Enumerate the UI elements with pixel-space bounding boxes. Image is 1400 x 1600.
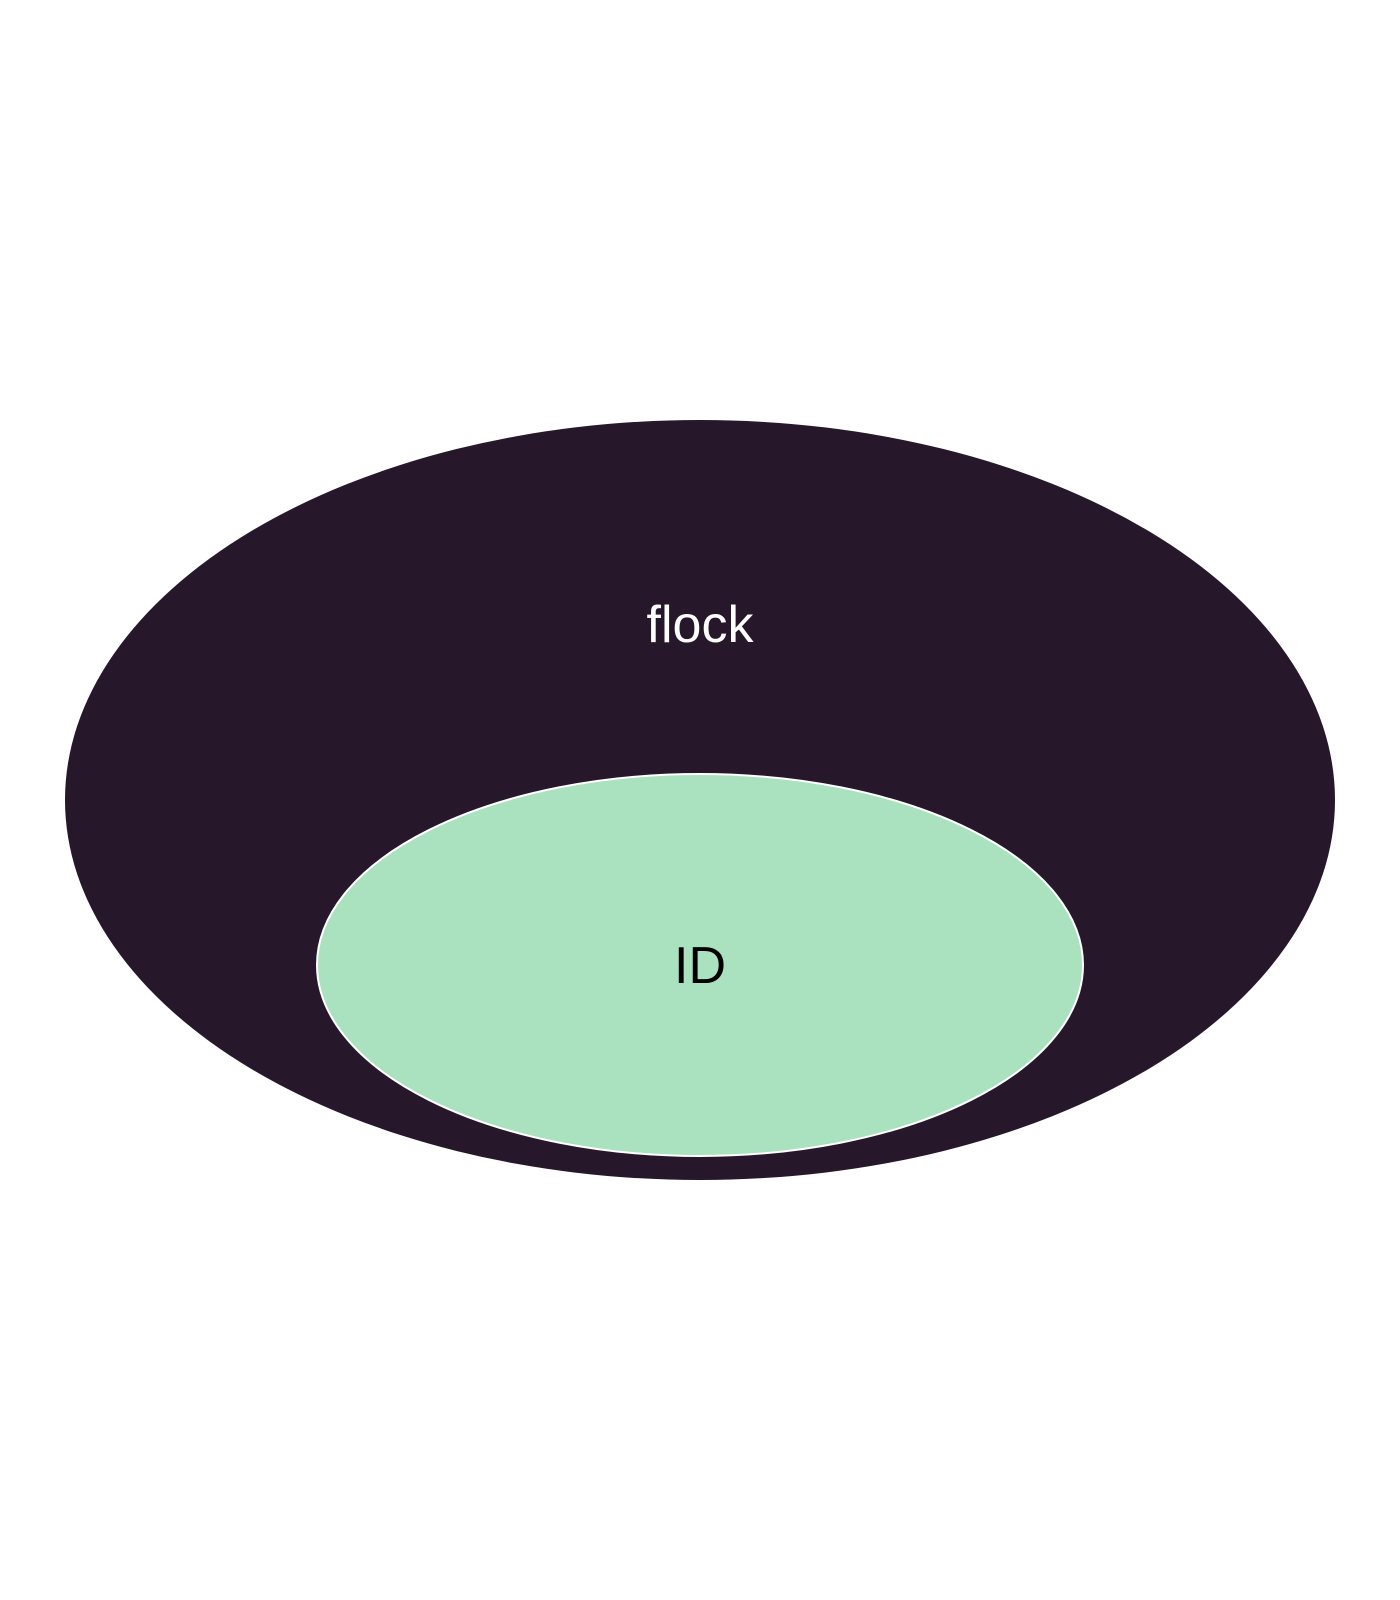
id-set-label: ID xyxy=(674,937,726,995)
flock-set-label: flock xyxy=(647,596,755,654)
id-set-ellipse xyxy=(316,773,1084,1157)
